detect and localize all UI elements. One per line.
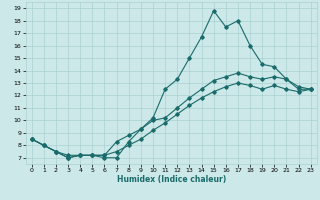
X-axis label: Humidex (Indice chaleur): Humidex (Indice chaleur)	[116, 175, 226, 184]
